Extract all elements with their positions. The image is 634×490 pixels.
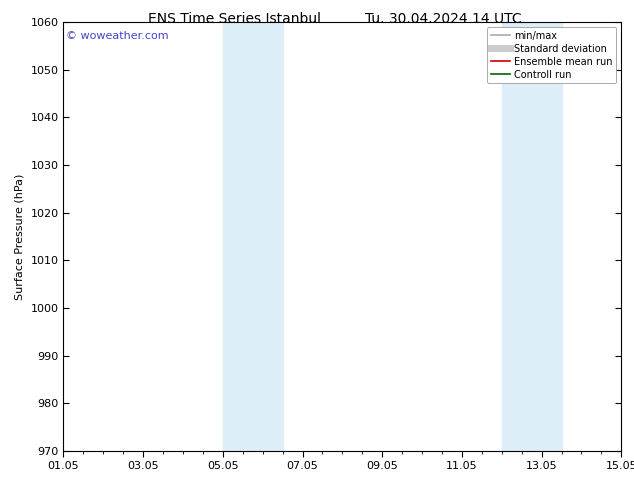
Text: Tu. 30.04.2024 14 UTC: Tu. 30.04.2024 14 UTC xyxy=(365,12,522,26)
Text: © woweather.com: © woweather.com xyxy=(66,30,169,41)
Bar xyxy=(223,22,283,451)
Y-axis label: Surface Pressure (hPa): Surface Pressure (hPa) xyxy=(15,173,25,299)
Text: ENS Time Series Istanbul: ENS Time Series Istanbul xyxy=(148,12,321,26)
Bar xyxy=(501,22,562,451)
Legend: min/max, Standard deviation, Ensemble mean run, Controll run: min/max, Standard deviation, Ensemble me… xyxy=(487,27,616,83)
